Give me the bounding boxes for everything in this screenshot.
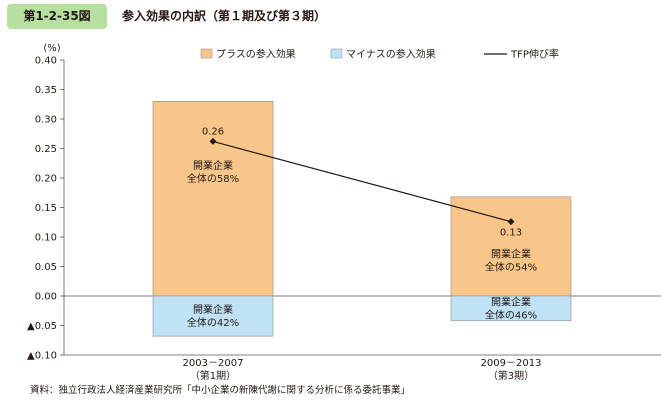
y-tick-label: 0.25 — [35, 144, 57, 155]
category-label-period3-name: （第3期） — [488, 369, 534, 382]
y-tick-label: 0.40 — [35, 56, 57, 67]
y-tick-label: ▲0.05 — [27, 321, 57, 332]
bar-positive-period3 — [450, 196, 572, 297]
y-axis-ticks: ▲0.10 ▲0.05 0.00 0.05 0.10 0.15 0.20 0.25 0.30 0.… — [27, 56, 64, 362]
legend-swatch-negative — [330, 48, 343, 59]
y-axis-unit-label: (%) — [43, 43, 60, 54]
legend-swatch-positive — [200, 48, 213, 59]
legend: プラスの参入効果 マイナスの参入効果 TFP伸び率 — [200, 48, 559, 61]
bar-label-positive-period1-line1: 開業企業 — [193, 159, 233, 172]
bar-negative-period1 — [152, 295, 274, 337]
figure-title: 参入効果の内訳（第１期及び第３期） — [122, 9, 327, 23]
bar-label-positive-period3-line1: 開業企業 — [491, 248, 531, 261]
tfp-point-period3 — [507, 218, 515, 226]
bar-label-negative-period1-line1: 開業企業 — [193, 303, 233, 316]
category-label-period1-years: 2003－2007 — [183, 358, 244, 369]
y-tick-label: 0.00 — [35, 292, 57, 303]
tfp-series-line — [212, 140, 512, 223]
legend-label-tfp: TFP伸び率 — [510, 48, 559, 61]
category-label-period3-years: 2009－2013 — [481, 358, 542, 369]
source-note: 資料：独立行政法人経済産業研究所「中小企業の新陳代謝に関する分析に係る委託事業」 — [30, 385, 411, 396]
bar-label-negative-period1-line2: 全体の42% — [187, 316, 239, 329]
bar-label-negative-period3-line1: 開業企業 — [491, 295, 531, 308]
y-tick-label: ▲0.10 — [27, 351, 57, 362]
y-tick-label: 0.10 — [35, 233, 57, 244]
y-tick-label: 0.20 — [35, 174, 57, 185]
bar-label-negative-period3-line2: 全体の46% — [485, 308, 537, 321]
bar-label-positive-period3-line2: 全体の54% — [485, 261, 537, 274]
tfp-point-period1 — [209, 137, 217, 145]
bar-positive-period1 — [152, 101, 274, 297]
category-label-period1-name: （第1期） — [190, 369, 236, 382]
bar-negative-period3 — [450, 295, 572, 322]
tfp-value-label-period1: 0.26 — [202, 126, 224, 137]
tfp-value-label-period3: 0.13 — [500, 228, 522, 239]
y-tick-label: 0.35 — [35, 85, 57, 96]
legend-label-negative: マイナスの参入効果 — [346, 48, 436, 61]
y-tick-label: 0.05 — [35, 262, 57, 273]
figure-header: 第1-2-35図 参入効果の内訳（第１期及び第３期） — [0, 0, 661, 40]
legend-label-positive: プラスの参入効果 — [216, 48, 296, 61]
y-tick-label: 0.30 — [35, 115, 57, 126]
bar-label-positive-period1-line2: 全体の58% — [187, 172, 239, 185]
y-tick-label: 0.15 — [35, 203, 57, 214]
figure-number-badge: 第1-2-35図 — [7, 4, 107, 29]
